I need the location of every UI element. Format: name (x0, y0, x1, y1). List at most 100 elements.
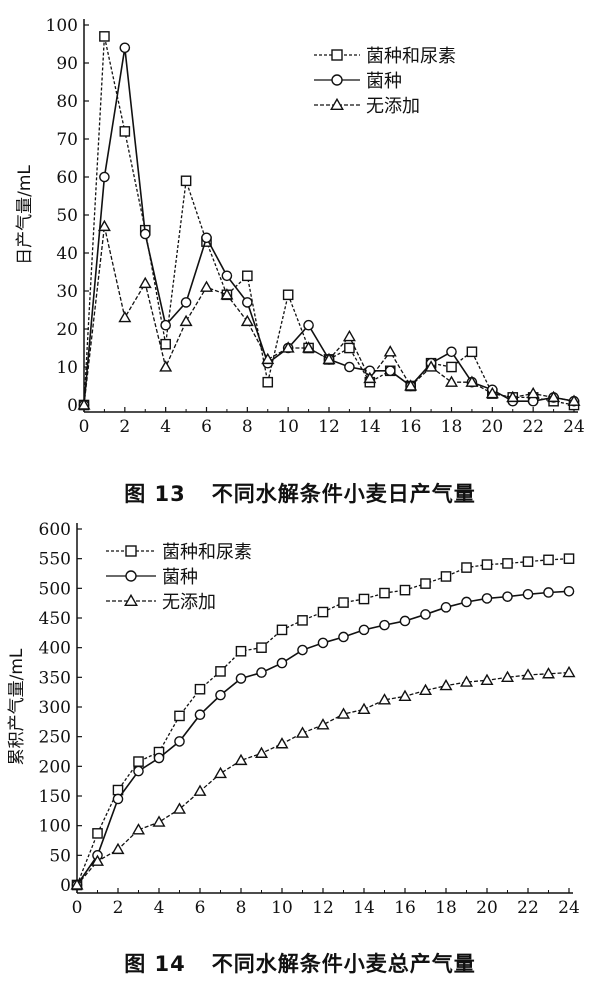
chart1-y-tick-label: 70 (56, 130, 78, 150)
chart1-legend-label: 菌种和尿素 (366, 46, 456, 67)
chart1-data-point (118, 310, 132, 323)
chart1-data-point (446, 361, 457, 373)
chart1-data-point (567, 394, 581, 406)
chart2-data-point (276, 657, 288, 669)
chart2-data-point (420, 578, 431, 589)
chart1-y-tick-label: 90 (56, 54, 78, 74)
chart2-y-tick-label: 0 (60, 876, 71, 896)
chart2-x-tick-label: 24 (558, 898, 580, 918)
chart2-data-point (481, 559, 493, 570)
chart2-data-point (338, 631, 349, 643)
chart2-data-point (379, 587, 390, 599)
chart2-y-tick-label: 200 (39, 757, 71, 777)
chart1-data-point (261, 352, 275, 365)
chart2-legend-label: 菌种 (162, 567, 198, 588)
chart2-data-point (133, 756, 144, 767)
chart1-data-point (160, 338, 171, 350)
chart2-data-point (174, 710, 185, 722)
chart2-legend-label: 菌种和尿素 (162, 542, 252, 563)
chart2-y-tick-label: 550 (39, 550, 71, 570)
chart1-series-line (83, 36, 575, 406)
chart2-data-point (112, 793, 124, 805)
chart2-data-point (419, 683, 432, 696)
chart1-legend-marker (331, 49, 343, 61)
chart1-y-tick-label: 100 (46, 16, 78, 36)
chart2-y-tick-label: 50 (49, 846, 71, 866)
chart1-y-tick-label: 50 (56, 206, 78, 226)
chart1-y-tick-label: 80 (56, 92, 78, 112)
chart1-data-point (547, 390, 561, 403)
chart2-data-point (215, 689, 226, 701)
chart2-legend-marker (125, 545, 137, 557)
chart2-series-triangle (70, 665, 576, 890)
chart2-series-square (71, 553, 575, 891)
chart2-y-tick-label: 250 (39, 728, 71, 748)
chart2-x-tick-label: 10 (271, 898, 293, 918)
chart2-data-point (296, 726, 309, 738)
chart1-data-point (424, 360, 438, 372)
chart1-data-point (242, 270, 253, 282)
chart1-data-point (179, 314, 193, 327)
chart1-data-point (506, 390, 520, 403)
chart2-y-tick-label: 350 (39, 668, 71, 688)
chart2-data-point (379, 619, 390, 631)
chart1-data-point (201, 232, 212, 244)
chart2-x-tick-label: 4 (154, 898, 165, 918)
chart1-series-line (83, 226, 575, 406)
chart2-data-point (522, 588, 534, 600)
chart2-data-point (70, 878, 84, 890)
chart2-y-tick-label: 450 (39, 609, 71, 629)
chart2-data-point (337, 707, 350, 719)
chart2-data-point (193, 784, 207, 796)
chart2-data-point (502, 558, 513, 569)
chart1-x-tick-label: 20 (482, 417, 504, 437)
chart2-data-point (440, 571, 452, 582)
figure-14-title: 不同水解条件小麦总产气量 (211, 952, 476, 976)
chart1-data-point (303, 319, 314, 331)
chart2-data-point (420, 609, 431, 620)
chart2-y-tick-label: 600 (39, 520, 71, 540)
chart1-x-tick-label: 0 (79, 417, 90, 437)
chart1-data-point (99, 171, 110, 183)
chart1-data-point (404, 379, 418, 391)
chart1-data-point (138, 276, 152, 289)
chart2-data-point (297, 615, 308, 626)
chart1-data-point (160, 319, 171, 331)
chart1-data-point (282, 289, 294, 301)
chart1-data-point (465, 375, 479, 387)
chart2-data-point (194, 709, 206, 721)
figure-14-caption: 图 14 不同水解条件小麦总产气量 (0, 948, 600, 978)
figure-13-number: 图 13 (124, 482, 186, 506)
chart1-data-point (200, 280, 213, 292)
chart1-data-point (119, 42, 131, 54)
chart2-series-line (76, 590, 570, 886)
chart2-data-point (297, 644, 308, 656)
chart1-y-tick-label: 0 (67, 396, 78, 416)
chart1-data-point (262, 376, 274, 388)
chart2-data-point (358, 593, 370, 605)
chart2-x-tick-label: 22 (517, 898, 539, 918)
chart1-data-point (180, 175, 192, 187)
chart2-y-tick-label: 150 (39, 787, 71, 807)
chart2-data-point (440, 602, 452, 613)
chart1-data-point (220, 288, 234, 300)
chart2-legend-label: 无添加 (162, 592, 216, 613)
chart2-data-point (461, 596, 472, 608)
chart2-data-point (439, 678, 453, 691)
figure-13-title: 不同水解条件小麦日产气量 (211, 482, 476, 506)
chart2-x-tick-label: 18 (435, 898, 457, 918)
chart2-data-point (316, 718, 330, 730)
chart1-data-point (77, 398, 91, 410)
chart1-y-axis-label: 日产气量/mL (15, 165, 35, 265)
chart1-x-tick-label: 16 (400, 417, 422, 437)
chart2-data-point (522, 556, 534, 567)
chart2-data-point (256, 667, 267, 678)
chart1-x-tick-label: 12 (318, 417, 340, 437)
chart2-data-point (111, 842, 125, 855)
chart2-data-point (399, 615, 411, 627)
chart1-data-point (302, 341, 316, 353)
chart2-data-point (194, 683, 206, 695)
chart1-data-point (139, 228, 151, 240)
chart2-x-tick-label: 2 (113, 898, 124, 918)
